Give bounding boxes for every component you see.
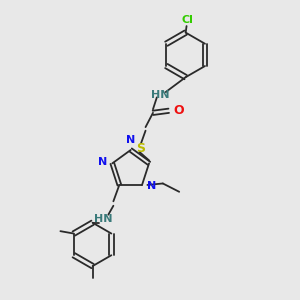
Text: N: N [126, 135, 135, 145]
Text: HN: HN [151, 90, 170, 100]
Text: N: N [147, 182, 157, 191]
Text: N: N [98, 157, 107, 167]
Text: HN: HN [94, 214, 112, 224]
Text: Cl: Cl [181, 15, 193, 25]
Text: O: O [173, 104, 184, 117]
Text: S: S [136, 142, 146, 155]
